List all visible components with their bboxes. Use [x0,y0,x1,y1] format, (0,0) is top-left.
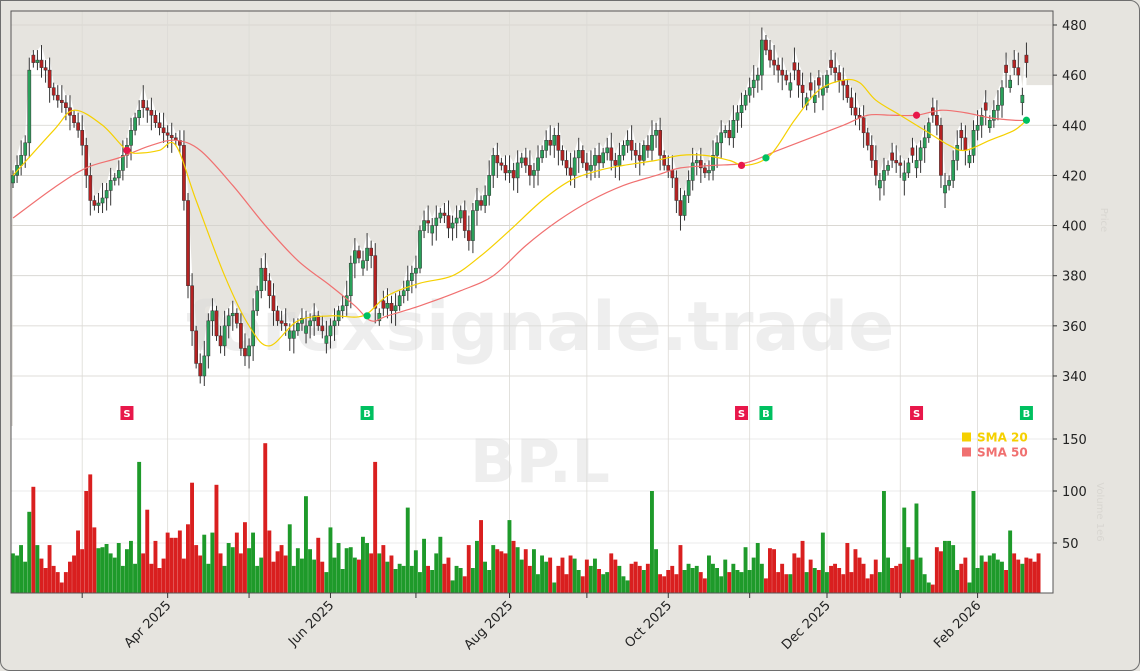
price-tick-label: 440 [1062,119,1087,134]
sell-signal: S [120,146,134,420]
price-tick-label: 420 [1062,169,1087,184]
legend-item: SMA 20 [977,431,1028,445]
moving-averages [12,78,1027,347]
buy-signal: B [1019,116,1033,420]
watermark-site: forexsignale.trade [186,288,895,367]
legend-item: SMA 50 [977,446,1028,460]
svg-text:S: S [123,409,130,420]
price-tick-label: 480 [1062,19,1087,34]
date-tick-label: Aug 2025 [461,598,516,653]
price-tick-label: 400 [1062,220,1087,235]
svg-text:B: B [762,409,770,420]
buy-signal: B [759,154,773,420]
volume-bars [11,443,1041,593]
sell-signal: S [910,111,924,420]
svg-text:B: B [363,409,371,420]
volume-tick-label: 50 [1062,537,1079,552]
price-tick-label: 380 [1062,270,1087,285]
price-tick-label: 460 [1062,69,1087,84]
price-tick-label: 360 [1062,320,1087,335]
sell-signal: S [735,161,749,420]
plot-border [10,10,1054,594]
watermark-symbol: BP.L [470,427,610,497]
volume-tick-label: 100 [1062,485,1087,500]
buy-signal: B [360,312,374,420]
volume-axis-label: Volume 1e6 [1094,482,1105,541]
price-area-fill [13,27,1053,426]
date-tick-label: Oct 2025 [622,598,675,651]
price-tick-label: 340 [1062,370,1087,385]
svg-text:B: B [1023,409,1031,420]
gridlines [11,11,1053,593]
date-tick-label: Jun 2025 [285,598,337,650]
svg-text:S: S [738,409,745,420]
date-tick-label: Dec 2025 [779,598,834,653]
date-tick-label: Feb 2026 [931,598,984,651]
svg-text:S: S [913,409,920,420]
volume-tick-label: 150 [1062,433,1087,448]
candles [11,27,1029,387]
price-axis-label: Price [1098,208,1109,232]
date-tick-label: Apr 2025 [122,598,175,651]
